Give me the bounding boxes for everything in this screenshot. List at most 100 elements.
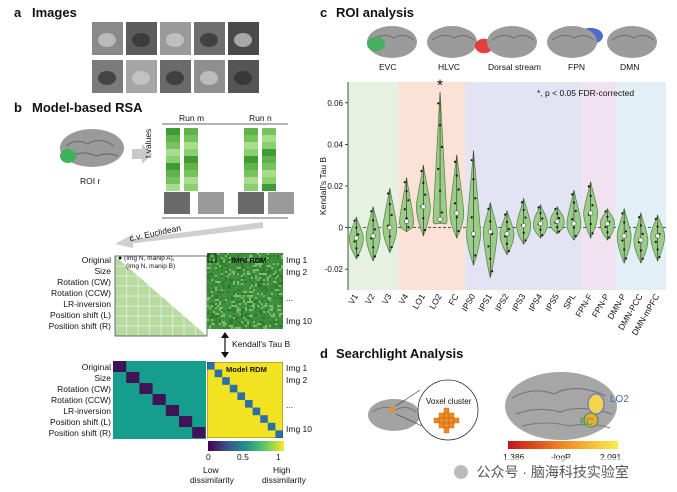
noise-pixel (279, 283, 281, 285)
noise-pixel (237, 261, 239, 263)
noise-pixel (237, 273, 239, 275)
t-value-columns (162, 123, 294, 219)
noise-pixel (243, 273, 245, 275)
median-marker (370, 233, 376, 239)
noise-pixel (255, 321, 257, 323)
noise-pixel (215, 303, 217, 305)
noise-pixel (223, 281, 225, 283)
noise-pixel (229, 307, 231, 309)
noise-pixel (269, 299, 271, 301)
subject-dot (505, 220, 509, 223)
noise-pixel (221, 257, 223, 259)
noise-pixel (211, 313, 213, 315)
x-tick-label: IPS3 (510, 292, 528, 313)
wechat-icon (454, 465, 468, 479)
noise-pixel (207, 305, 209, 307)
noise-pixel (249, 275, 251, 277)
noise-pixel (231, 259, 233, 261)
run-m-label: Run m (179, 113, 205, 123)
noise-pixel (215, 305, 217, 307)
noise-pixel (225, 265, 227, 267)
t-value-cell (166, 149, 180, 156)
img2-label-fmri: Img 2 (286, 267, 308, 277)
subject-dot (654, 240, 657, 243)
subject-dot (539, 211, 542, 215)
noise-pixel (247, 273, 249, 275)
stimulus-thumbnail (198, 192, 224, 214)
noise-pixel (261, 301, 263, 303)
row-label: Position shift (L) (50, 417, 111, 427)
row-label: Rotation (CCW) (51, 395, 111, 405)
t-value-cell (184, 163, 198, 170)
noise-pixel (261, 317, 263, 319)
noise-pixel (257, 323, 259, 325)
noise-pixel (259, 261, 261, 263)
noise-pixel (239, 301, 241, 303)
noise-pixel (247, 295, 249, 297)
arrow-right-icon (132, 144, 152, 164)
noise-pixel (211, 303, 213, 305)
subject-dot (422, 217, 425, 220)
noise-pixel (253, 315, 255, 317)
subject-dot (522, 231, 525, 234)
t-value-cell (244, 170, 258, 177)
row-label: Position shift (R) (48, 428, 111, 438)
noise-pixel (209, 293, 211, 295)
subject-dot (591, 204, 594, 207)
panel-d-title: Searchlight Analysis (336, 346, 464, 361)
median-marker (420, 204, 426, 210)
brain-roi-icon (60, 129, 124, 167)
subject-dot (608, 236, 611, 239)
noise-pixel (259, 309, 261, 311)
noise-pixel (261, 303, 263, 305)
noise-pixel (237, 295, 239, 297)
noise-pixel (215, 317, 217, 319)
noise-pixel (241, 271, 243, 273)
noise-pixel (231, 297, 233, 299)
brain-icon (547, 26, 597, 58)
noise-pixel (209, 317, 211, 319)
noise-pixel (263, 305, 265, 307)
searchlight-figure (368, 372, 617, 441)
brain-sulcus (371, 34, 415, 41)
noise-pixel (243, 257, 245, 259)
image-grid (92, 22, 259, 93)
noise-pixel (265, 325, 267, 327)
noise-pixel (241, 309, 243, 311)
t-value-cell (166, 142, 180, 149)
noise-pixel (259, 255, 261, 257)
noise-pixel (259, 283, 261, 285)
subject-dot (537, 206, 540, 209)
subject-dot (355, 247, 358, 250)
noise-pixel (235, 295, 237, 297)
noise-pixel (225, 323, 227, 325)
noise-pixel (277, 321, 279, 323)
noise-pixel (221, 267, 223, 269)
noise-pixel (263, 315, 265, 317)
noise-pixel (273, 283, 275, 285)
noise-pixel (265, 303, 267, 305)
diagonal-block (152, 394, 166, 405)
noise-pixel (225, 253, 227, 255)
noise-pixel (221, 307, 223, 309)
noise-pixel (281, 283, 283, 285)
diagonal-block (192, 427, 206, 438)
logp-max: 2.091 (600, 452, 622, 462)
row-label: LR-inversion (63, 299, 111, 309)
model-diagonal-block (207, 362, 215, 370)
noise-pixel (273, 261, 275, 263)
noise-pixel (223, 321, 225, 323)
subject-dot (453, 202, 457, 205)
noise-pixel (239, 253, 241, 255)
noise-pixel (251, 291, 253, 293)
noise-pixel (245, 303, 247, 305)
noise-pixel (259, 325, 261, 327)
noise-pixel (227, 285, 229, 287)
median-marker (504, 231, 510, 237)
noise-pixel (245, 325, 247, 327)
subject-dot (438, 124, 442, 127)
noise-pixel (245, 291, 247, 293)
noise-pixel (255, 267, 257, 269)
t-value-cell (184, 135, 198, 142)
noise-pixel (281, 277, 283, 279)
